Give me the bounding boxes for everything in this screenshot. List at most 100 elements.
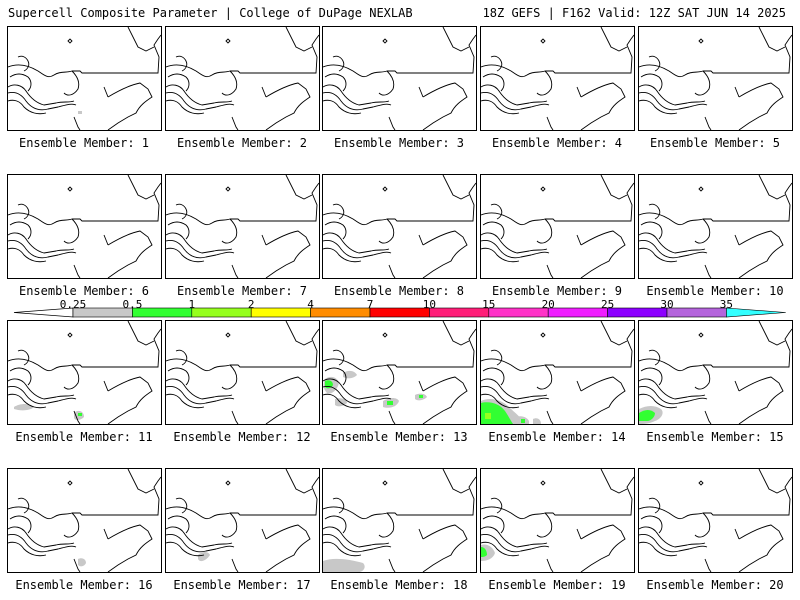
scp-shading [387, 401, 393, 405]
member-caption: Ensemble Member: 5 [649, 136, 781, 150]
map-canvas [639, 321, 792, 424]
colorbar-tick-label: 0.25 [59, 298, 87, 311]
map-canvas [639, 175, 792, 278]
scp-shading [481, 547, 487, 557]
scp-shading-layer [481, 544, 495, 561]
map-canvas [481, 175, 634, 278]
colorbar-segment [607, 307, 668, 318]
member-caption: Ensemble Member: 11 [15, 430, 153, 444]
member-caption: Ensemble Member: 19 [488, 578, 626, 592]
map-title: Supercell Composite Parameter | College … [8, 6, 413, 20]
map-panel-member-3 [322, 26, 477, 131]
map-panel-member-7 [165, 174, 320, 279]
member-caption: Ensemble Member: 6 [18, 284, 150, 298]
map-panel-member-16 [7, 468, 162, 573]
colorbar-tick-label: 1 [188, 298, 196, 311]
colorbar-segment [666, 307, 727, 318]
map-canvas [166, 27, 319, 130]
colorbar-above-triangle [726, 307, 786, 318]
map-panel-member-2 [165, 26, 320, 131]
member-caption: Ensemble Member: 7 [176, 284, 308, 298]
colorbar-tick-label: 7 [366, 298, 374, 311]
scp-shading-layer [78, 558, 86, 567]
map-panel-member-18 [322, 468, 477, 573]
scp-shading [521, 419, 525, 423]
map-canvas [323, 469, 476, 572]
map-panel-member-13 [322, 320, 477, 425]
map-panel-member-8 [322, 174, 477, 279]
map-canvas [166, 469, 319, 572]
map-canvas [323, 175, 476, 278]
coastline-borders [8, 27, 161, 130]
scp-shading [78, 413, 82, 416]
scp-shading [419, 395, 423, 398]
scp-shading [78, 111, 82, 114]
colorbar-segment [250, 307, 311, 318]
colorbar-tick-label: 0.5 [122, 298, 143, 311]
coastline-borders [8, 469, 161, 572]
colorbar-tick-label: 4 [307, 298, 314, 311]
coastline-borders [639, 469, 792, 572]
map-panel-member-12 [165, 320, 320, 425]
colorbar-tick-label: 15 [482, 298, 496, 311]
scp-shading [198, 552, 210, 562]
map-canvas [166, 321, 319, 424]
map-panel-member-15 [638, 320, 793, 425]
map-canvas [481, 469, 634, 572]
scp-shading-layer [639, 406, 663, 424]
scp-shading [323, 558, 365, 572]
colorbar-segment [191, 307, 252, 318]
member-caption: Ensemble Member: 18 [330, 578, 468, 592]
coastline-borders [481, 469, 634, 572]
coastline-borders [166, 27, 319, 130]
map-panel-member-10 [638, 174, 793, 279]
coastline-borders [481, 175, 634, 278]
map-canvas [166, 175, 319, 278]
member-caption: Ensemble Member: 2 [176, 136, 308, 150]
map-canvas [639, 469, 792, 572]
scp-shading-layer [323, 558, 365, 572]
member-caption: Ensemble Member: 3 [333, 136, 465, 150]
coastline-borders [481, 321, 634, 424]
map-panel-member-9 [480, 174, 635, 279]
map-panel-member-14 [480, 320, 635, 425]
scp-shading-layer [481, 399, 541, 424]
colorbar-tick-label: 35 [719, 298, 734, 311]
colorbar-tick-label: 25 [600, 298, 615, 311]
colorbar-tick-label: 2 [247, 298, 255, 311]
map-canvas [481, 27, 634, 130]
coastline-borders [639, 321, 792, 424]
member-caption: Ensemble Member: 15 [646, 430, 784, 444]
scp-shading [485, 413, 491, 419]
coastline-borders [639, 175, 792, 278]
scp-shading [78, 558, 86, 567]
scp-shading-layer [198, 552, 210, 562]
map-panel-member-20 [638, 468, 793, 573]
map-canvas [323, 27, 476, 130]
map-canvas [639, 27, 792, 130]
scp-shading-layer [14, 404, 84, 420]
coastline-borders [166, 469, 319, 572]
coastline-borders [323, 469, 476, 572]
colorbar-segment [429, 307, 490, 318]
map-canvas [8, 321, 161, 424]
coastline-borders [166, 175, 319, 278]
map-canvas [323, 321, 476, 424]
coastline-borders [639, 27, 792, 130]
scp-shading-layer [323, 370, 427, 408]
map-canvas [8, 175, 161, 278]
member-caption: Ensemble Member: 8 [333, 284, 465, 298]
scp-shading [14, 404, 34, 411]
map-panel-member-1 [7, 26, 162, 131]
coastline-borders [323, 175, 476, 278]
coastline-borders [8, 175, 161, 278]
scp-shading [343, 370, 357, 379]
coastline-borders [481, 27, 634, 130]
map-panel-member-11 [7, 320, 162, 425]
member-caption: Ensemble Member: 4 [491, 136, 623, 150]
map-panel-member-5 [638, 26, 793, 131]
scp-shading [533, 418, 541, 424]
member-caption: Ensemble Member: 13 [330, 430, 468, 444]
coastline-borders [323, 27, 476, 130]
colorbar-segment [488, 307, 549, 318]
